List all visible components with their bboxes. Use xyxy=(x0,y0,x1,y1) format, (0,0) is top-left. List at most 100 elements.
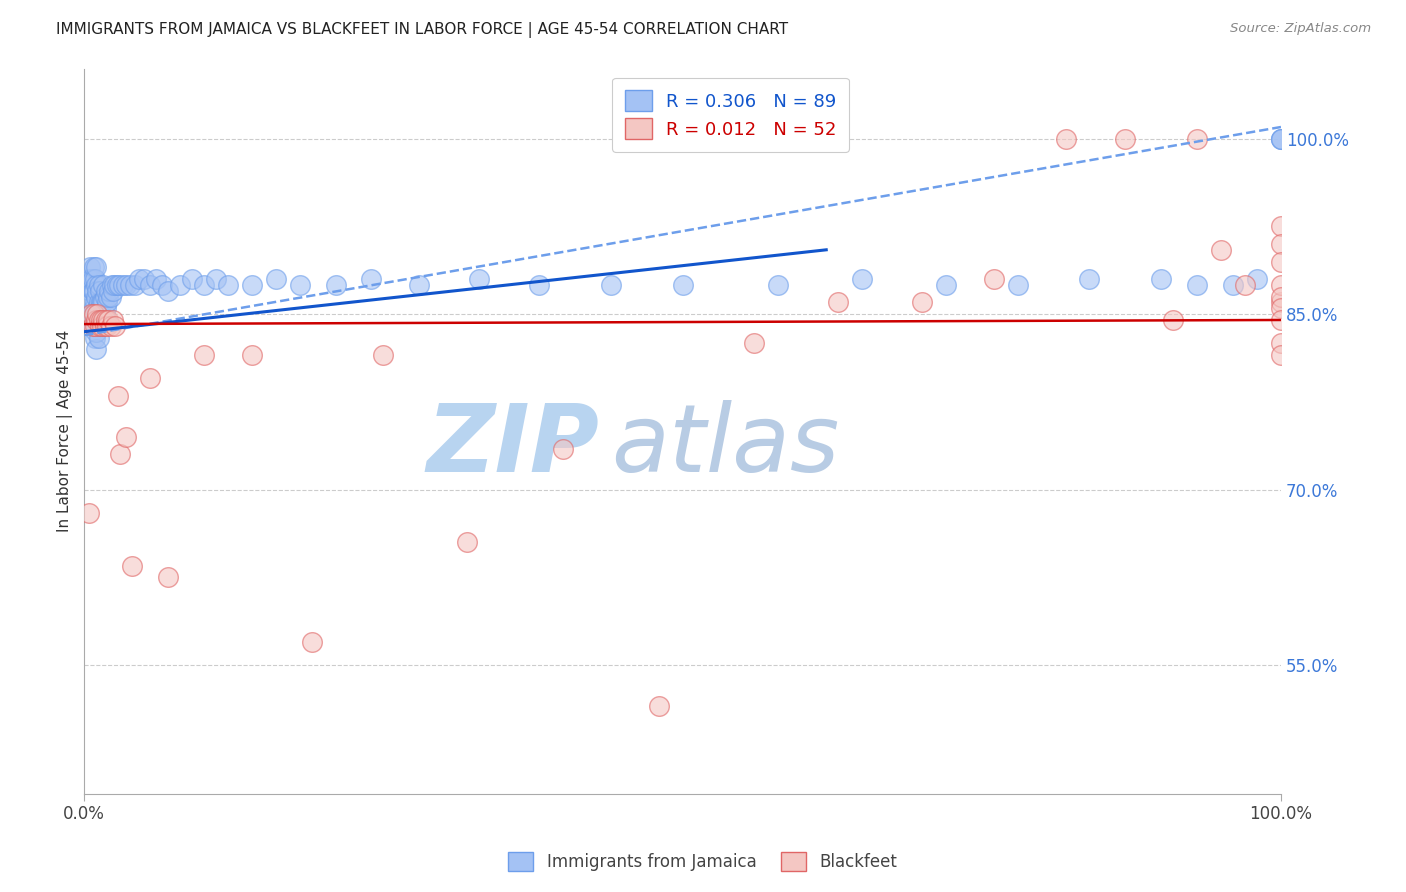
Point xyxy=(82,272,104,286)
Point xyxy=(1270,290,1292,304)
Point xyxy=(169,277,191,292)
Point xyxy=(181,272,204,286)
Point xyxy=(744,336,766,351)
Point xyxy=(118,277,141,292)
Point xyxy=(83,301,105,316)
Point xyxy=(124,277,146,292)
Point xyxy=(1246,272,1268,286)
Point xyxy=(205,272,228,286)
Point xyxy=(89,284,111,298)
Point xyxy=(1270,313,1292,327)
Point xyxy=(101,277,124,292)
Point xyxy=(115,430,138,444)
Point xyxy=(94,313,117,327)
Point xyxy=(86,307,108,321)
Point xyxy=(84,290,107,304)
Point xyxy=(84,272,107,286)
Point xyxy=(150,277,173,292)
Point xyxy=(103,277,125,292)
Point xyxy=(935,277,957,292)
Text: IMMIGRANTS FROM JAMAICA VS BLACKFEET IN LABOR FORCE | AGE 45-54 CORRELATION CHAR: IMMIGRANTS FROM JAMAICA VS BLACKFEET IN … xyxy=(56,22,789,38)
Point xyxy=(86,318,108,333)
Point xyxy=(84,330,107,344)
Point xyxy=(1185,131,1208,145)
Point xyxy=(87,277,110,292)
Point xyxy=(325,277,347,292)
Point xyxy=(98,284,121,298)
Point xyxy=(157,570,180,584)
Point xyxy=(911,295,934,310)
Point xyxy=(91,318,114,333)
Point xyxy=(83,307,105,321)
Point xyxy=(84,295,107,310)
Point xyxy=(121,558,143,573)
Point xyxy=(1270,295,1292,310)
Point xyxy=(1270,219,1292,234)
Point xyxy=(93,295,115,310)
Point xyxy=(104,318,127,333)
Point xyxy=(1270,277,1292,292)
Point xyxy=(83,260,105,275)
Point xyxy=(264,272,287,286)
Point xyxy=(1150,272,1173,286)
Point xyxy=(83,284,105,298)
Point xyxy=(100,290,122,304)
Point xyxy=(84,277,107,292)
Point xyxy=(1270,131,1292,145)
Point xyxy=(83,318,105,333)
Point xyxy=(107,389,129,403)
Point xyxy=(108,448,131,462)
Point xyxy=(1270,301,1292,316)
Point xyxy=(84,260,107,275)
Point xyxy=(360,272,382,286)
Point xyxy=(1007,277,1029,292)
Point xyxy=(1114,131,1136,145)
Point xyxy=(101,313,124,327)
Point xyxy=(94,284,117,298)
Point xyxy=(240,277,263,292)
Point xyxy=(827,295,849,310)
Point xyxy=(80,272,103,286)
Point xyxy=(1185,277,1208,292)
Text: atlas: atlas xyxy=(610,401,839,491)
Point xyxy=(527,277,550,292)
Point xyxy=(93,313,115,327)
Point xyxy=(93,290,115,304)
Point xyxy=(84,313,107,327)
Point xyxy=(84,318,107,333)
Point xyxy=(79,260,101,275)
Point xyxy=(84,307,107,321)
Point xyxy=(240,348,263,362)
Point xyxy=(79,284,101,298)
Point xyxy=(456,535,478,549)
Point xyxy=(193,348,215,362)
Point xyxy=(647,698,669,713)
Point xyxy=(82,307,104,321)
Point xyxy=(373,348,395,362)
Point xyxy=(91,295,114,310)
Point xyxy=(87,330,110,344)
Point xyxy=(111,277,134,292)
Point xyxy=(87,295,110,310)
Point xyxy=(115,277,138,292)
Point xyxy=(1270,336,1292,351)
Point xyxy=(80,295,103,310)
Point xyxy=(145,272,167,286)
Point xyxy=(1222,277,1244,292)
Point xyxy=(89,318,111,333)
Point xyxy=(139,371,162,385)
Point xyxy=(468,272,491,286)
Point xyxy=(1270,254,1292,268)
Point xyxy=(599,277,621,292)
Point xyxy=(217,277,239,292)
Point xyxy=(77,272,100,286)
Point xyxy=(100,318,122,333)
Point xyxy=(1054,131,1077,145)
Point xyxy=(288,277,311,292)
Point xyxy=(672,277,695,292)
Point xyxy=(84,313,107,327)
Point xyxy=(1234,277,1257,292)
Point xyxy=(157,284,180,298)
Point xyxy=(768,277,790,292)
Point xyxy=(193,277,215,292)
